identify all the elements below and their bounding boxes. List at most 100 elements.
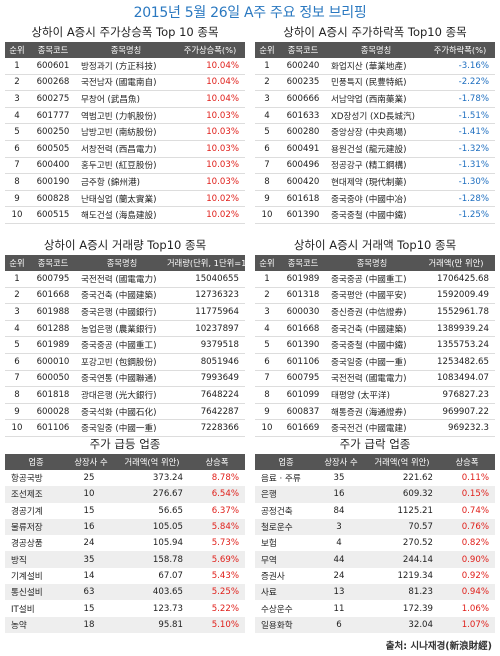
table-cell: 1389939.24 — [417, 320, 495, 338]
table-cell: 7228366 — [167, 419, 245, 437]
column-header: 순위 — [255, 42, 279, 58]
table-row: 7 600050 중국연통 (中國聯通) 7993649 — [5, 370, 245, 388]
table-cell: 5.73% — [211, 538, 239, 549]
table-cell: 국전전력 (國電電力) — [77, 271, 167, 288]
table-row: 8 600190 금주항 (錦州港) 10.03% — [5, 173, 245, 191]
table-cell: -1.32% — [425, 140, 495, 158]
table-row: 기계설비 14 67.07 5.43% — [5, 568, 245, 584]
column-header: 거래액(만 위안) — [417, 255, 495, 271]
table-row: 방직 35 158.78 5.69% — [5, 551, 245, 568]
table-cell: 중국중야 (中國中冶) — [327, 190, 425, 208]
table-cell: 해통증권 (海通證券) — [327, 403, 417, 421]
table-cell: 5.69% — [189, 551, 245, 568]
source: 출처: 시나재경(新浪財經) — [385, 641, 492, 652]
table-cell: 0.74% — [461, 505, 489, 516]
table-row: 7 600400 홍두고빈 (紅豆股份) 10.03% — [5, 157, 245, 175]
table-row: 1 601989 중국중공 (中國重工) 1706425.68 — [255, 271, 495, 288]
table-title: 상하이 A증시 거래량 Top10 종목 — [43, 238, 207, 252]
table-cell: 0.11% — [461, 473, 489, 484]
table-cell: 1592009.49 — [417, 287, 495, 305]
table-cell: 6 — [255, 353, 279, 371]
table-cell: 3 — [317, 518, 365, 536]
table-row: 5 601390 중국중철 (中國中鐵) 1355753.24 — [255, 336, 495, 354]
table-cell: 방직 — [5, 551, 67, 568]
table-row: 1 600601 방정과기 (方正科技) 10.04% — [5, 58, 245, 75]
table-cell: 국전전력 (國電電力) — [327, 370, 417, 388]
table-cell: 600795 — [29, 271, 77, 288]
table-cell: IT설비 — [11, 604, 35, 615]
table-cell: 10 — [255, 419, 279, 437]
column-header: 종목명칭 — [77, 42, 175, 58]
table-cell: 5.25% — [189, 584, 245, 601]
table-cell: 중국건축 (中國建築) — [77, 287, 167, 305]
table-cell: 158.78 — [115, 551, 189, 568]
table-cell: 포강고빈 (包鋼股份) — [77, 353, 167, 371]
table-row: 10 601106 중국일중 (中國一重) 7228366 — [5, 419, 245, 437]
table-row: 5 600250 남방고빈 (南紡股份) 10.03% — [5, 123, 245, 141]
table-cell: 난태실업 (蘭太實業) — [77, 190, 175, 208]
table-cell: 44 — [317, 551, 365, 568]
table-cell: 10.03% — [175, 173, 245, 191]
table-cell: 3 — [255, 303, 279, 321]
header-row: 업종 상장사 수 거래액(억 위안) 상승폭 — [5, 454, 245, 470]
table-cell: 조선제조 — [5, 486, 67, 503]
table-cell: 95.81 — [115, 616, 189, 633]
table-cell: 35 — [333, 473, 345, 484]
table-cell: 무창어 (武昌魚) — [77, 90, 175, 108]
table-title: 상하이 A증시 주가하락폭 Top10 종목 — [283, 25, 467, 39]
table-cell: 1.06% — [461, 603, 489, 614]
table-cell: 600505 — [29, 140, 77, 158]
table-cell: 4 — [336, 538, 342, 549]
table-cell: 56.65 — [158, 505, 183, 516]
table-cell: 84 — [333, 505, 345, 516]
table-cell: 3 — [255, 90, 279, 108]
table-cell: 276.67 — [115, 486, 189, 503]
table-cell: 600666 — [279, 90, 327, 108]
column-header: 종목코드 — [279, 255, 327, 271]
table-cell: 0.76% — [439, 518, 495, 536]
table-row: 4 601288 농업은행 (農業銀行) 10237897 — [5, 320, 245, 338]
table-cell: 600050 — [29, 370, 77, 388]
table-row: 3 601988 중국은행 (中國銀行) 11775964 — [5, 303, 245, 321]
table-cell: 농약 — [5, 616, 67, 633]
table-cell: 중국중공 (中國重工) — [77, 336, 167, 354]
table-cell: 5.84% — [189, 518, 245, 536]
table-cell: 국전남자 (國電南自) — [77, 74, 175, 92]
table-cell: 중국은행 (中國銀行) — [77, 303, 167, 321]
table-row: 10 600515 해도건설 (海島建設) 10.02% — [5, 206, 245, 224]
table-cell: 1 — [255, 58, 279, 75]
table-block: 주가 급등 업종 업종 상장사 수 거래액(억 위안) 상승폭 항공국방 25 373.24 8… — [5, 435, 245, 633]
header-row: 순위 종목코드 종목명칭 거래액(만 위안) — [255, 255, 495, 271]
data-table: 순위 종목코드 종목명칭 주가상승폭(%) 1 600601 방정과기 (方正科技) 10.0… — [5, 42, 245, 224]
table-cell: 2 — [255, 74, 279, 92]
table-cell: 18 — [67, 616, 115, 633]
column-header: 순위 — [5, 255, 29, 271]
table-cell: 123.73 — [152, 603, 183, 614]
table-cell: -1.41% — [425, 123, 495, 141]
table-cell: -3.16% — [425, 58, 495, 75]
table-cell: 601318 — [279, 287, 327, 305]
table-row: 7 600496 정공강구 (精工鋼構) -1.31% — [255, 157, 495, 175]
table-cell: 600235 — [279, 74, 327, 92]
table-cell: 270.52 — [402, 538, 433, 549]
table-cell: 9 — [255, 403, 279, 421]
table-cell: 1706425.68 — [417, 271, 495, 288]
column-header: 거래액(억 위안) — [365, 454, 439, 470]
table-cell: 1.07% — [439, 616, 495, 633]
table-cell: 1355753.24 — [417, 336, 495, 354]
table-block: 상하이 A증시 거래액 Top10 종목 순위 종목코드 종목명칭 거래액(만 위안) 1… — [255, 236, 495, 437]
table-cell: 역범고빈 (力帆股份) — [77, 107, 175, 125]
column-header: 순위 — [5, 42, 29, 58]
table-cell: 5 — [255, 123, 279, 141]
table-cell: 남방고빈 (南紡股份) — [77, 123, 175, 141]
table-cell: 일용화학 — [255, 616, 317, 633]
table-block: 주가 급락 업종 업종 상장사 수 거래액(억 위안) 상승폭 음료 · 주류 35 221.… — [255, 435, 495, 633]
table-cell: 10.03% — [175, 140, 245, 158]
table-block: 상하이 A증시 거래량 Top10 종목 순위 종목코드 종목명칭 거래량(단위, 1단… — [5, 236, 245, 437]
table-cell: 969907.22 — [417, 403, 495, 421]
table-cell: 1253482.65 — [417, 353, 495, 371]
table-row: 4 601633 XD장성기 (XD長城汽) -1.51% — [255, 107, 495, 125]
table-cell: 해도건설 (海島建設) — [77, 206, 175, 224]
table-cell: 중국중철 (中國中鐵) — [327, 336, 417, 354]
table-cell: 물류저장 — [5, 518, 67, 536]
